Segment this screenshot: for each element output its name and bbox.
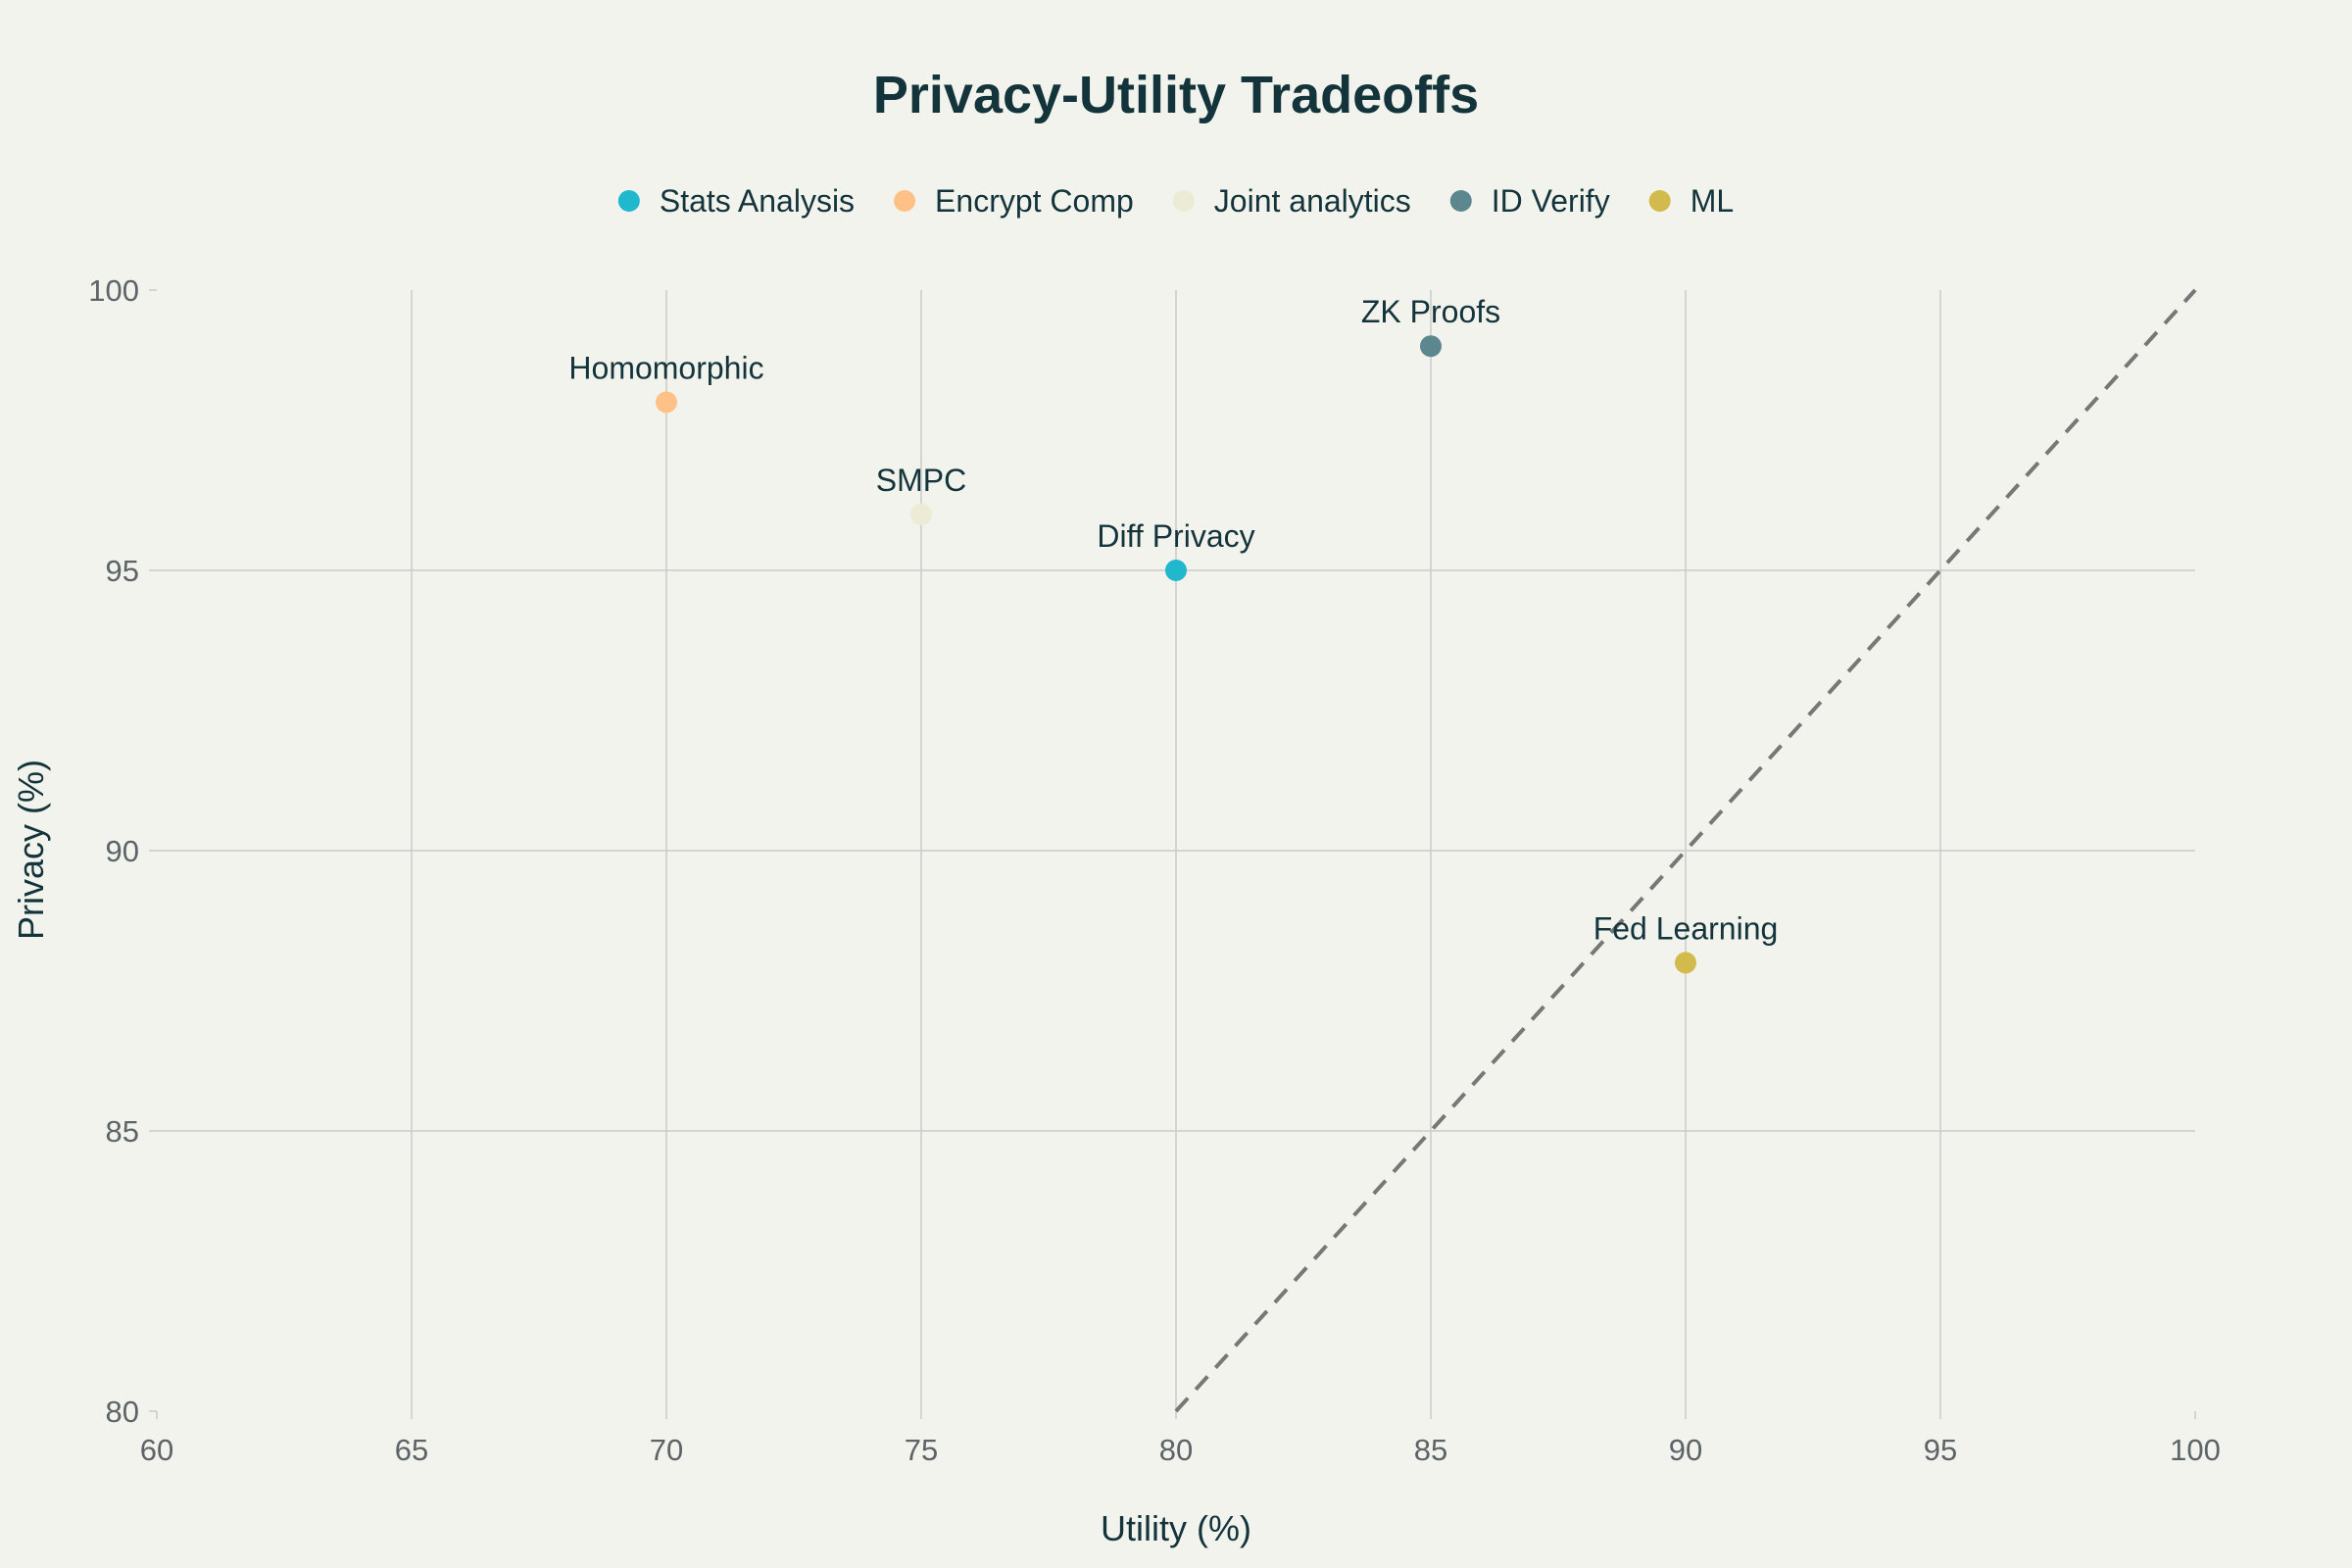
legend-label: ML <box>1690 183 1734 219</box>
chart-title: Privacy-Utility Tradeoffs <box>873 66 1479 124</box>
x-tick-label: 100 <box>2170 1433 2221 1467</box>
point-labels: Diff Privacy Homomorphic SMPC ZK Proofs Fed … <box>568 294 1778 946</box>
legend-marker <box>1172 190 1195 212</box>
point-label: Homomorphic <box>568 350 763 385</box>
y-tick-label: 95 <box>106 554 139 588</box>
x-tick-label: 60 <box>140 1433 173 1467</box>
legend: Stats Analysis Encrypt Comp Joint analytic… <box>617 183 1734 219</box>
y-axis-label: Privacy (%) <box>11 760 51 940</box>
point-label: Fed Learning <box>1593 910 1779 946</box>
legend-marker <box>1449 190 1472 212</box>
legend-marker <box>617 190 640 212</box>
reference-line-layer <box>1174 288 2197 1413</box>
x-tick-label: 85 <box>1414 1433 1447 1467</box>
point-label: Diff Privacy <box>1097 518 1254 554</box>
legend-marker <box>1648 190 1671 212</box>
legend-label: Joint analytics <box>1214 183 1411 219</box>
data-point <box>910 503 932 525</box>
legend-item: Encrypt Comp <box>894 183 1134 219</box>
x-tick-label: 70 <box>650 1433 683 1467</box>
y-tick-label: 80 <box>106 1395 139 1429</box>
legend-item: Stats Analysis <box>617 183 855 219</box>
data-point <box>1420 335 1442 358</box>
legend-item: Joint analytics <box>1172 183 1411 219</box>
point-label: ZK Proofs <box>1361 294 1500 329</box>
data-points <box>656 335 1696 974</box>
data-point <box>1165 560 1187 581</box>
y-tick-label: 90 <box>106 834 139 868</box>
legend-item: ML <box>1648 183 1734 219</box>
x-axis-label: Utility (%) <box>1101 1508 1251 1548</box>
grid <box>149 289 2196 1419</box>
y-tick-label: 85 <box>106 1114 139 1149</box>
legend-marker <box>894 190 916 212</box>
legend-label: Encrypt Comp <box>935 183 1134 219</box>
legend-label: ID Verify <box>1492 183 1610 219</box>
x-tick-label: 90 <box>1669 1433 1702 1467</box>
point-label: SMPC <box>876 463 966 498</box>
data-point <box>656 391 677 414</box>
legend-label: Stats Analysis <box>660 183 855 219</box>
x-tick-label: 65 <box>395 1433 428 1467</box>
x-tick-label: 75 <box>905 1433 938 1467</box>
y-tick-label: 100 <box>88 273 139 308</box>
tick-labels: 60 65 70 75 80 85 90 95 100 80 85 90 95 100 <box>88 273 2221 1467</box>
x-tick-label: 80 <box>1159 1433 1193 1467</box>
legend-item: ID Verify <box>1449 183 1610 219</box>
data-point <box>1675 952 1696 974</box>
reference-line <box>1174 288 2197 1413</box>
x-tick-label: 95 <box>1924 1433 1957 1467</box>
